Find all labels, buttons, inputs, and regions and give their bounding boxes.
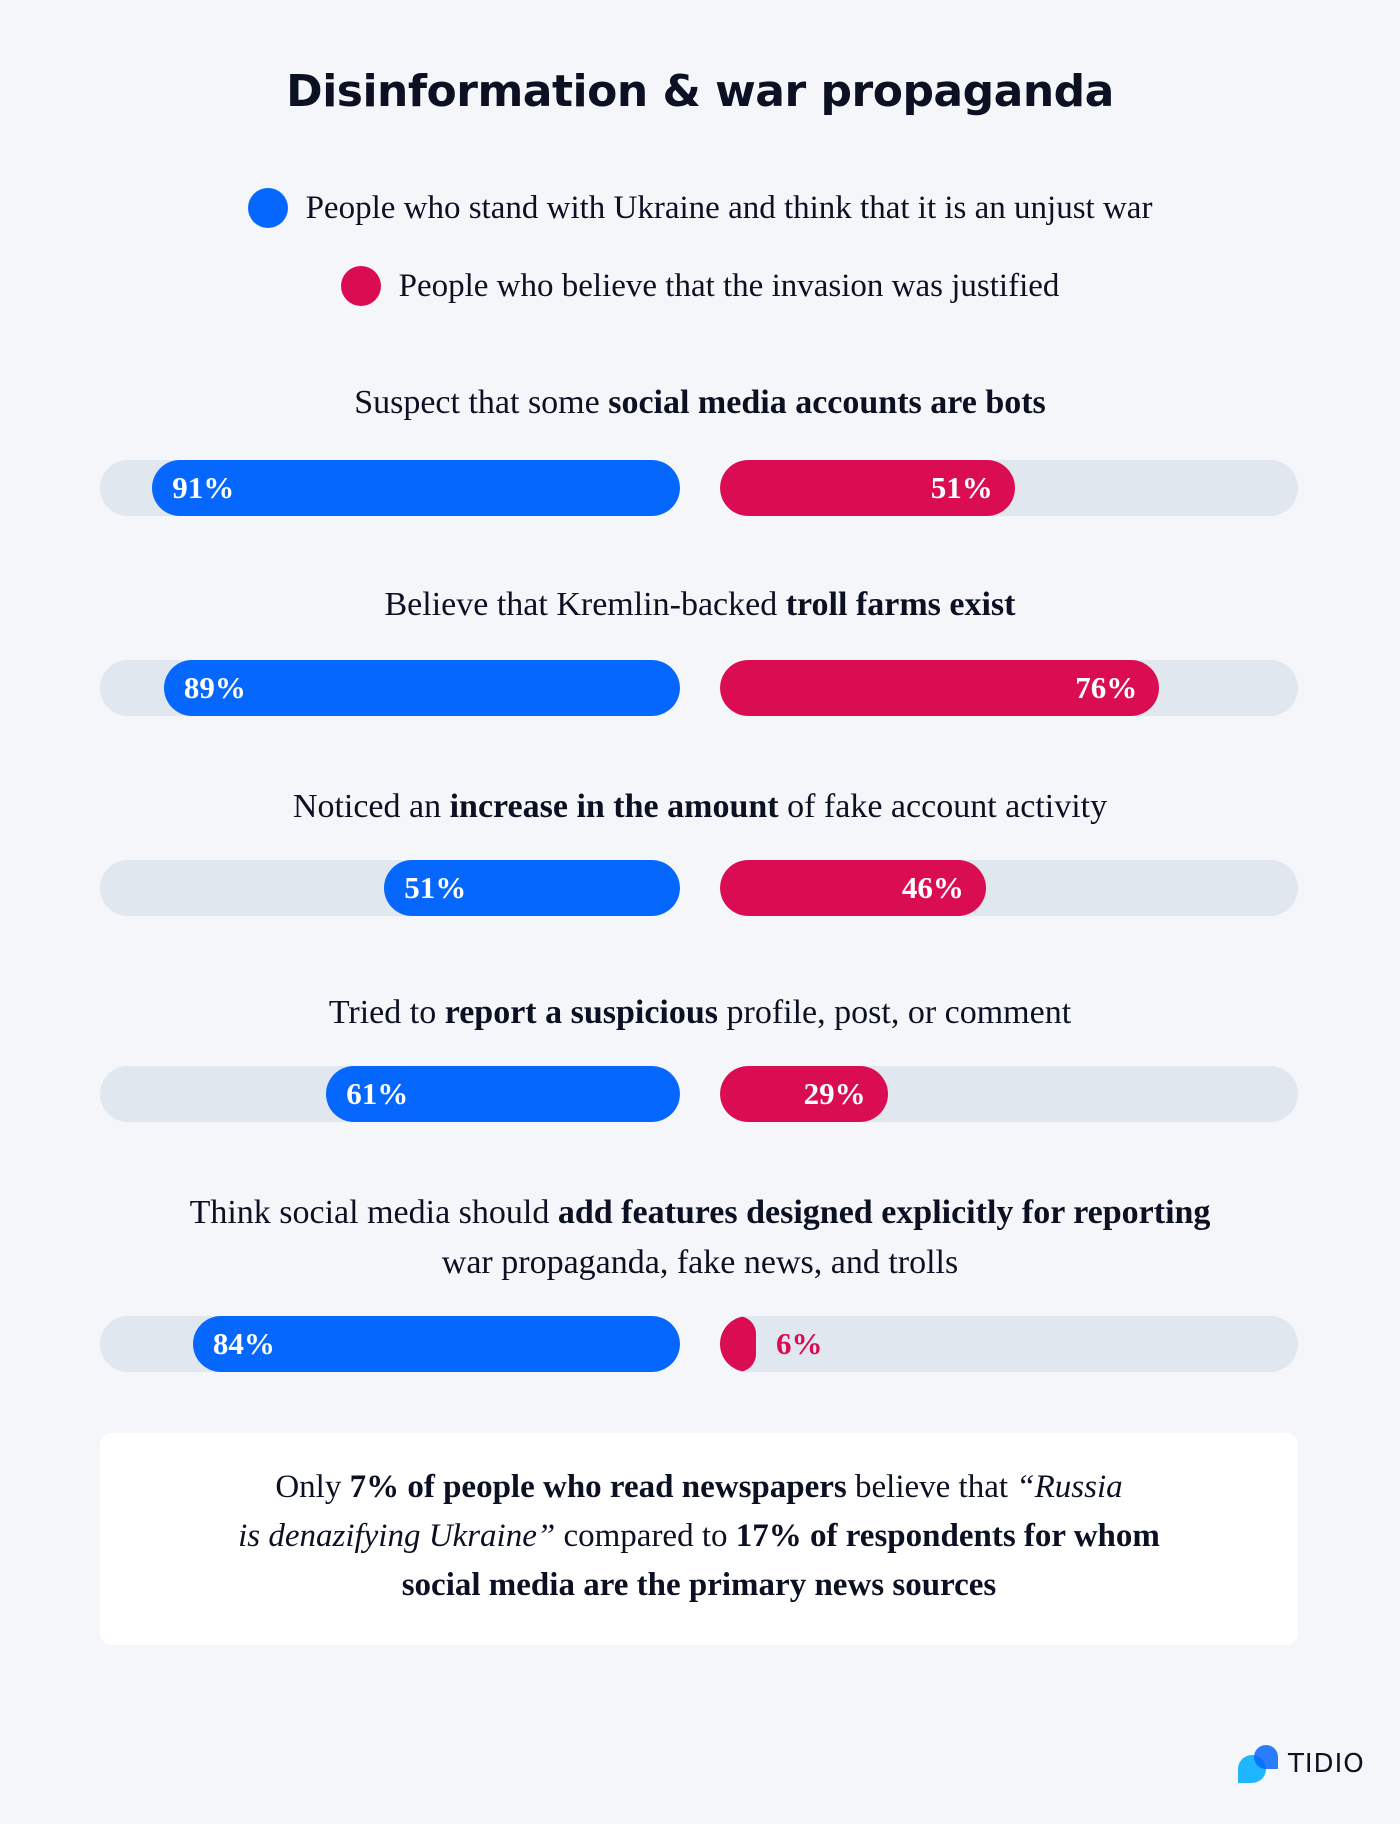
- bar-track-justified: 29%: [720, 1066, 1298, 1122]
- question-label: Noticed an increase in the amount of fak…: [0, 782, 1400, 832]
- text-bold: social media are the primary news source…: [401, 1567, 997, 1603]
- bar-justified: 29%: [720, 1066, 888, 1122]
- bar-ukraine: 91%: [152, 460, 680, 516]
- bar-value-label: 6%: [776, 1326, 823, 1361]
- tidio-logo-icon: [1238, 1745, 1278, 1783]
- question-text: Suspect that some: [354, 384, 609, 421]
- tidio-wordmark: TIDIO: [1288, 1749, 1365, 1779]
- bar-value-label: 84%: [212, 1326, 275, 1361]
- text: believe that: [846, 1469, 1017, 1505]
- bar-track-justified: 51%: [720, 460, 1298, 516]
- bar-value-label: 61%: [346, 1076, 409, 1111]
- question-text: profile, post, or comment: [718, 994, 1072, 1031]
- text: compared to: [555, 1518, 736, 1554]
- text-bold: 17% of respondents for whom: [735, 1518, 1160, 1554]
- chart-title: Disinformation & war propaganda: [286, 66, 1114, 117]
- question-label: Believe that Kremlin-backed troll farms …: [0, 580, 1400, 630]
- insight-text: Only 7% of people who read newspapers be…: [100, 1463, 1298, 1610]
- bar-track-justified: 46%: [720, 860, 1298, 916]
- bar-justified: [720, 1316, 756, 1372]
- bar-track-ukraine: 84%: [100, 1316, 680, 1372]
- question-text: of fake account activity: [778, 788, 1108, 825]
- bar-track-ukraine: 61%: [100, 1066, 680, 1122]
- bar-value-label: 51%: [404, 870, 467, 905]
- legend-label: People who stand with Ukraine and think …: [305, 189, 1153, 226]
- bar-value-label: 89%: [183, 670, 246, 705]
- bar-value-label: 29%: [803, 1076, 866, 1111]
- bar-value-label: 91%: [172, 470, 235, 505]
- question-text-bold: social media accounts are bots: [608, 384, 1046, 421]
- bar-track-justified: 76%: [720, 660, 1298, 716]
- question-label: Tried to report a suspicious profile, po…: [0, 988, 1400, 1038]
- bar-track-justified: [720, 1316, 1298, 1372]
- question-text-bold: increase in the amount: [449, 788, 779, 825]
- question-text: war propaganda, fake news, and trolls: [441, 1244, 959, 1281]
- question-text: Tried to: [328, 994, 445, 1031]
- question-text: Believe that Kremlin-backed: [384, 586, 786, 623]
- bar-justified: 51%: [720, 460, 1015, 516]
- bar-value-label: 76%: [1075, 670, 1138, 705]
- bar-ukraine: 51%: [384, 860, 680, 916]
- question-text: Think social media should: [189, 1194, 558, 1231]
- bar-track-ukraine: 51%: [100, 860, 680, 916]
- bar-ukraine: 84%: [192, 1316, 680, 1372]
- tidio-logo: TIDIO: [1238, 1745, 1365, 1783]
- question-text-bold: troll farms exist: [785, 586, 1016, 623]
- text-bold: 7% of people who read newspapers: [349, 1469, 847, 1505]
- bar-value-label: 46%: [901, 870, 964, 905]
- text-italic: “Russia: [1016, 1469, 1123, 1505]
- bar-track-ukraine: 91%: [100, 460, 680, 516]
- bar-track-ukraine: 89%: [100, 660, 680, 716]
- bar-ukraine: 89%: [163, 660, 680, 716]
- bar-justified: 46%: [720, 860, 986, 916]
- question-text-bold: report a suspicious: [444, 994, 719, 1031]
- text: Only: [275, 1469, 350, 1505]
- blue-dot-icon: [247, 188, 288, 228]
- red-dot-icon: [340, 266, 381, 306]
- legend-item-ukraine: People who stand with Ukraine and think …: [0, 188, 1400, 228]
- text-italic: is denazifying Ukraine”: [238, 1518, 556, 1554]
- legend-item-justified: People who believe that the invasion was…: [0, 266, 1400, 306]
- bar-ukraine: 61%: [326, 1066, 680, 1122]
- legend-label: People who believe that the invasion was…: [398, 267, 1060, 304]
- question-label: Think social media should add features d…: [0, 1188, 1400, 1288]
- question-text: Noticed an: [292, 788, 450, 825]
- bar-value-label: 51%: [930, 470, 993, 505]
- bar-justified: 76%: [720, 660, 1160, 716]
- question-label: Suspect that some social media accounts …: [0, 378, 1400, 428]
- insight-card: Only 7% of people who read newspapers be…: [100, 1433, 1298, 1645]
- question-text-bold: add features designed explicitly for rep…: [557, 1194, 1211, 1231]
